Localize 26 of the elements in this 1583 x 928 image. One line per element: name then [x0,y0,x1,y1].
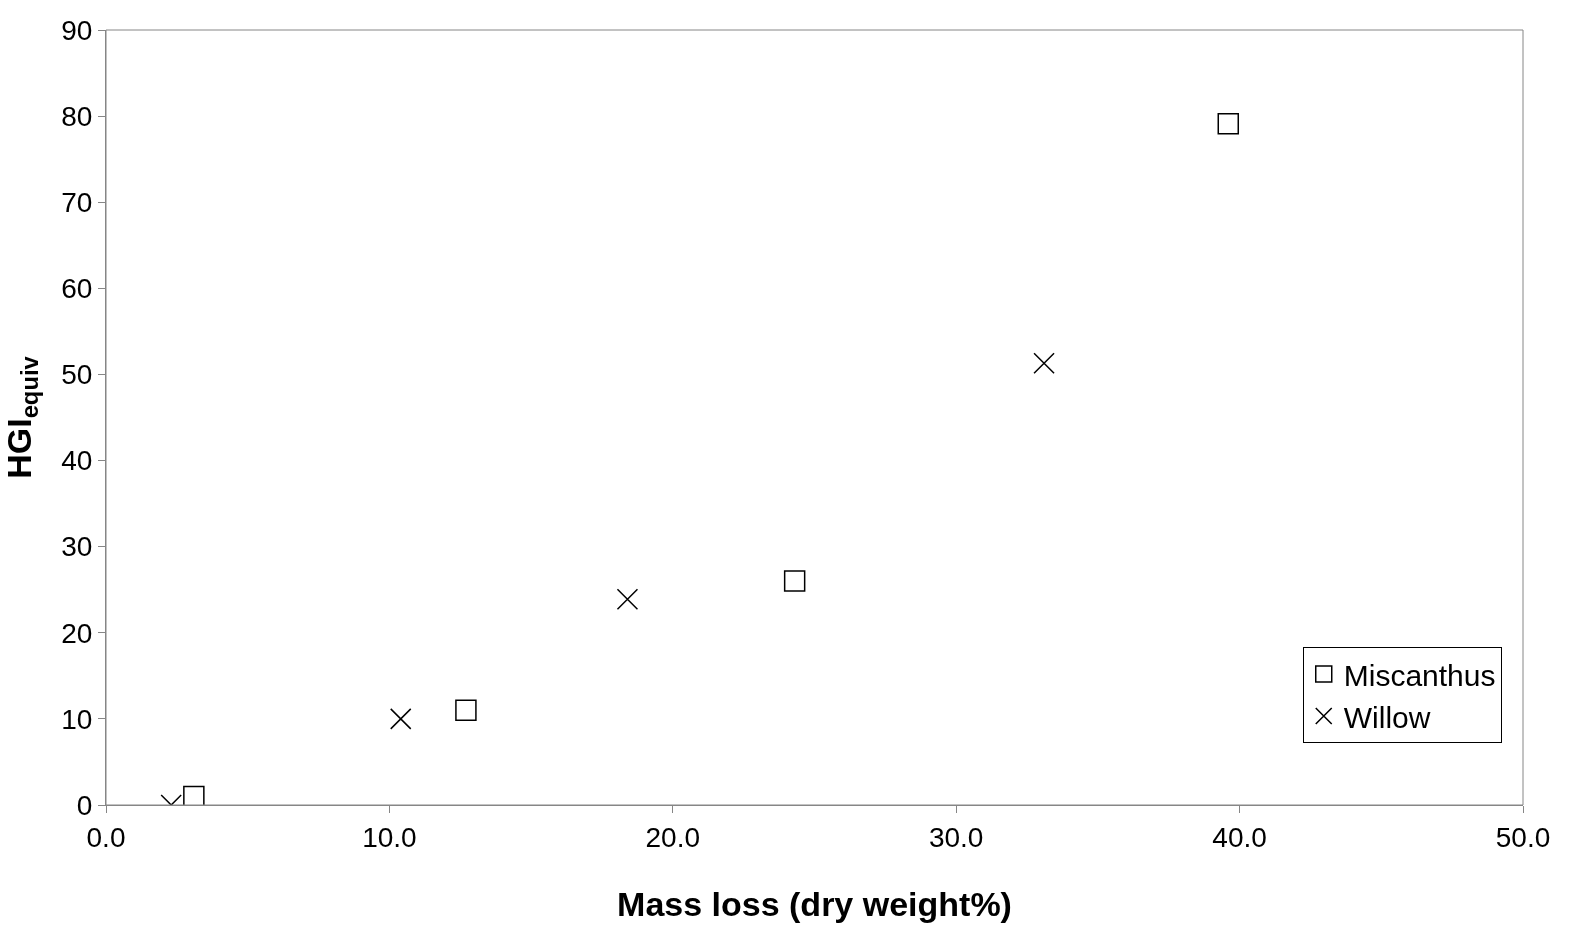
x-axis-title: Mass loss (dry weight%) [617,884,1012,923]
y-tick-label: 60 [61,273,93,305]
y-tick-label: 10 [61,703,93,735]
y-tick-label: 30 [61,531,93,563]
x-tick-label: 0.0 [86,821,126,853]
legend-label: Miscanthus [1343,658,1496,692]
y-tick-label: 90 [61,14,93,46]
point [783,570,806,592]
point [616,588,639,610]
y-tick-label: 0 [76,789,93,821]
point [183,785,205,805]
x-tick-label: 10.0 [362,821,417,853]
point [1217,113,1240,135]
point [1033,352,1055,374]
legend-label: Willow [1343,700,1431,734]
y-tick-label: 40 [61,445,93,477]
x-tick-label: 50.0 [1495,821,1551,853]
point [389,708,412,730]
x-tick-label: 40.0 [1212,821,1267,853]
point [455,699,477,722]
y-tick-label: 20 [61,617,93,649]
x-tick-label: 20.0 [645,821,701,853]
x-tick-label: 30.0 [928,821,984,853]
y-tick-label: 80 [61,100,93,132]
y-tick-label: 70 [61,187,93,219]
y-tick-label: 50 [61,359,93,391]
